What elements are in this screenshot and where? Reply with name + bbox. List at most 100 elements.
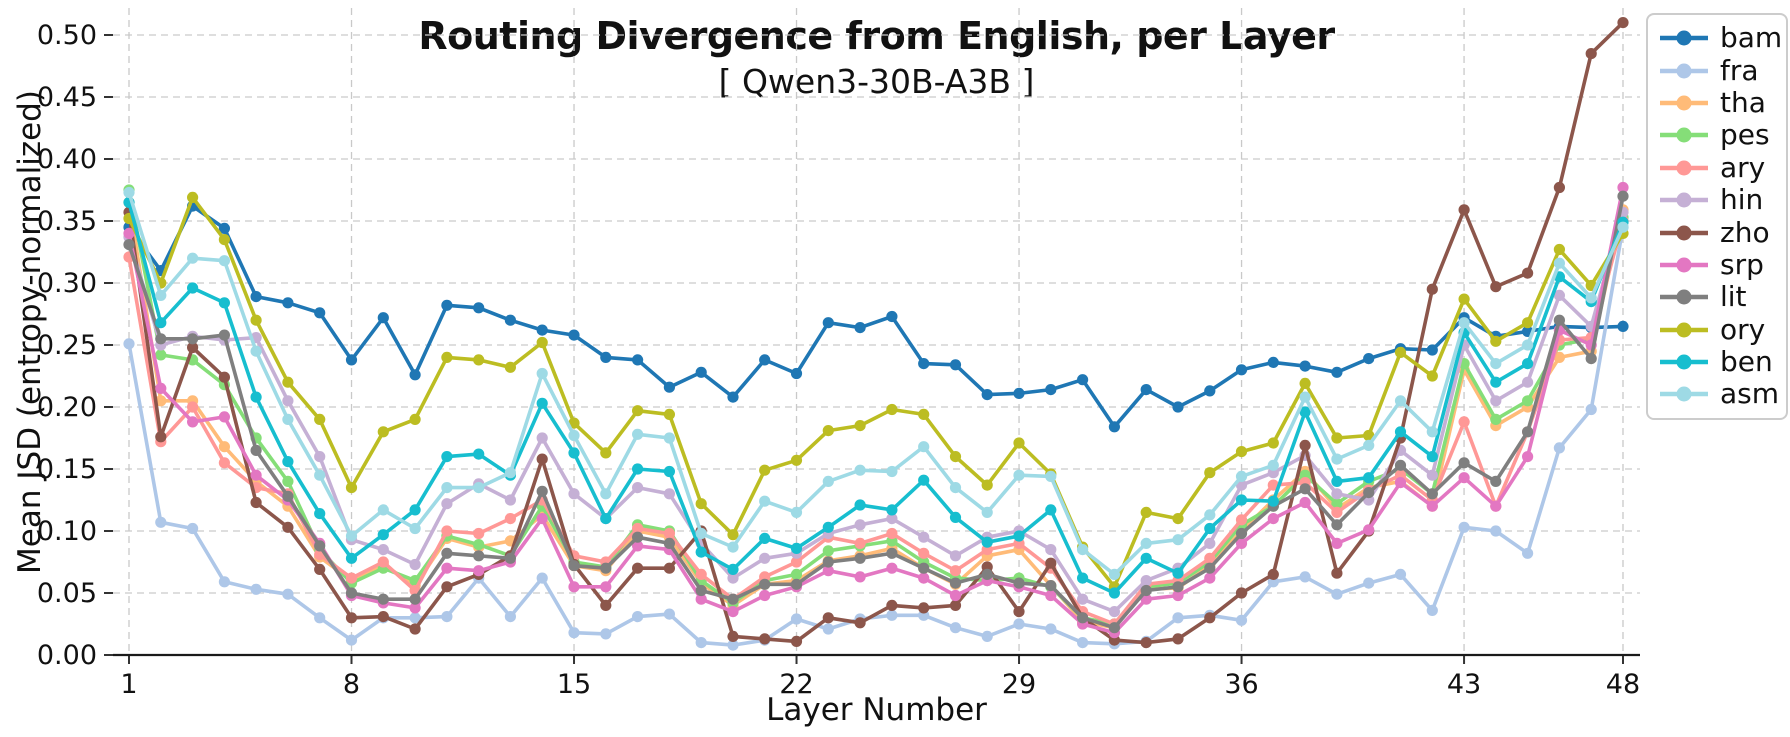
data-point-lit [1553, 314, 1565, 326]
data-point-ory [1013, 437, 1025, 449]
data-point-ary [1235, 514, 1248, 526]
x-tick-label: 43 [1447, 669, 1481, 700]
data-point-ben [409, 504, 421, 516]
data-point-srp [1617, 181, 1629, 194]
data-point-asm [441, 482, 453, 494]
data-point-srp [1204, 572, 1216, 584]
data-point-ben [949, 511, 962, 523]
data-point-ary [886, 527, 898, 540]
data-point-asm [568, 429, 580, 442]
data-point-ory [473, 354, 485, 366]
data-point-lit [1426, 488, 1438, 500]
data-point-srp [886, 562, 898, 574]
series-line-tha [127, 200, 1625, 630]
legend-item-hin: hin [1658, 184, 1786, 216]
data-point-ben [1426, 451, 1438, 463]
data-point-lit [1299, 483, 1311, 495]
data-point-bam [409, 369, 421, 381]
data-point-hin [1108, 606, 1120, 618]
data-point-bam [1267, 356, 1279, 368]
data-point-zho [1235, 587, 1248, 599]
legend-label-ory: ory [1720, 312, 1766, 346]
data-point-ben [1204, 522, 1216, 535]
data-point-asm [504, 467, 516, 479]
data-point-zho [314, 563, 326, 576]
data-point-ben [314, 507, 326, 520]
data-point-ben [536, 397, 548, 409]
x-tick-label: 1 [120, 669, 137, 700]
data-point-bam [600, 351, 612, 363]
data-point-ben [600, 513, 612, 525]
series-asm [123, 186, 1629, 581]
data-point-zho [187, 341, 199, 354]
data-point-lit [1458, 457, 1470, 469]
data-point-srp [1235, 537, 1248, 550]
data-point-ben [727, 563, 739, 576]
data-point-fra [441, 611, 453, 623]
legend-label-fra: fra [1720, 53, 1759, 87]
data-point-lit [250, 444, 262, 456]
data-point-ben [918, 474, 930, 486]
data-point-lit [854, 552, 866, 564]
data-point-asm [727, 541, 739, 553]
data-point-fra [727, 639, 739, 651]
data-point-srp [1363, 524, 1375, 536]
data-point-asm [314, 469, 326, 481]
data-point-asm [1045, 470, 1057, 482]
data-point-pes [822, 545, 834, 557]
data-point-bam [1204, 385, 1216, 397]
series-line-zho [127, 20, 1625, 645]
legend-item-asm: asm [1658, 378, 1786, 410]
data-point-zho [441, 581, 453, 593]
data-point-bam [1077, 374, 1089, 386]
data-point-ory [345, 482, 358, 494]
data-point-ben [218, 297, 230, 309]
data-point-ory [1553, 243, 1565, 256]
data-point-hin [314, 451, 326, 463]
data-point-bam [663, 381, 676, 393]
data-point-ary [918, 547, 930, 559]
data-point-ben [663, 465, 676, 478]
data-point-zho [1585, 48, 1597, 60]
data-point-ben [981, 536, 993, 548]
data-point-ary [441, 525, 453, 537]
data-point-ben [1140, 552, 1152, 564]
data-point-asm [377, 504, 389, 516]
data-point-lit [536, 485, 548, 497]
data-point-ary [663, 527, 676, 540]
data-point-hin [282, 395, 294, 407]
data-point-zho [1426, 283, 1438, 295]
data-point-ben [695, 546, 707, 558]
data-point-lit [886, 547, 898, 559]
legend-item-ben: ben [1658, 346, 1786, 378]
legend-swatch-ary [1660, 160, 1708, 176]
legend-label-ary: ary [1720, 150, 1766, 184]
data-point-zho [949, 599, 962, 612]
data-point-lit [187, 333, 199, 345]
y-tick-label: 0.20 [37, 392, 97, 423]
data-point-asm [1522, 339, 1534, 351]
data-point-ary [1458, 416, 1470, 428]
data-point-fra [568, 627, 580, 639]
data-point-ben [886, 504, 898, 516]
data-point-bam [1140, 384, 1152, 396]
data-point-lit [123, 239, 135, 251]
data-point-bam [695, 366, 707, 378]
data-point-zho [1045, 557, 1057, 569]
data-point-bam [1045, 384, 1057, 396]
data-point-asm [981, 506, 993, 518]
data-point-ory [536, 336, 548, 349]
data-point-bam [282, 297, 294, 309]
x-axis-label: Layer Number [766, 692, 987, 728]
data-point-fra [345, 634, 358, 646]
data-point-asm [854, 464, 866, 476]
data-point-hin [854, 519, 866, 531]
tick-labels: 1 8 15 22 29 36 43 48 0.00 0.05 0.10 0.15 0.20 0.25 0.… [37, 20, 1640, 700]
data-point-asm [218, 255, 230, 267]
data-point-asm [155, 289, 167, 301]
data-point-lit [1585, 353, 1597, 365]
data-point-lit [568, 560, 580, 572]
data-point-zho [345, 612, 358, 624]
data-point-ben [1013, 530, 1025, 542]
